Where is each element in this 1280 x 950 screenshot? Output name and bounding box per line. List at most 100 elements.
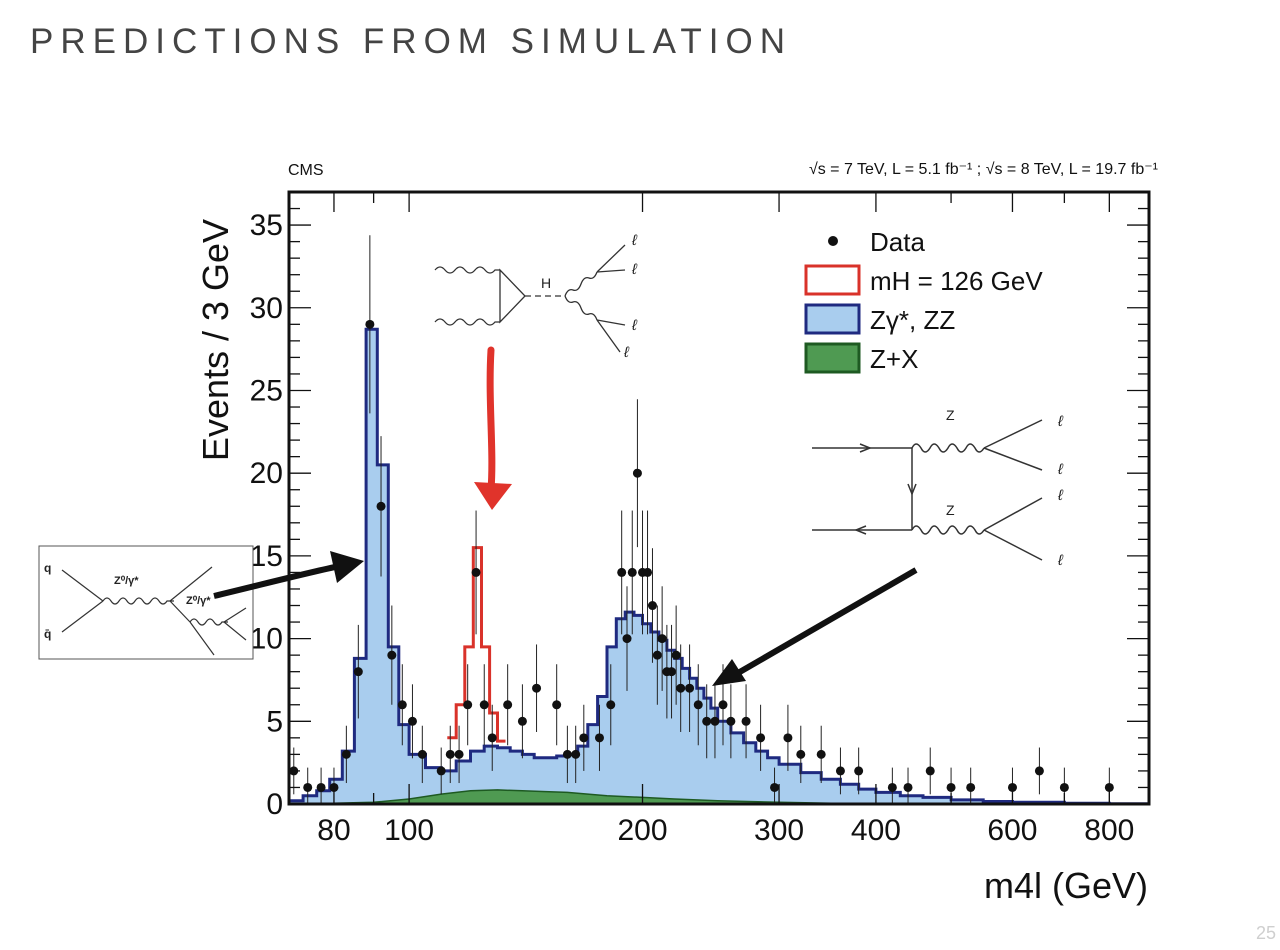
data-point (632, 468, 642, 478)
data-point (1034, 766, 1044, 776)
data-point (353, 667, 363, 677)
zz-boson-label-1: Z (946, 407, 955, 423)
data-point (741, 716, 751, 726)
y-tick-label: 0 (266, 788, 283, 821)
data-point (783, 733, 793, 743)
higgs-lepton-label-1: ℓ (631, 232, 638, 249)
legend-label: Z+X (870, 344, 918, 374)
axes: 0 5 10 15 20 25 30 35 80 100 200 300 400 600 800 (250, 190, 1151, 847)
data-point (387, 650, 397, 660)
data-point (966, 782, 976, 792)
zz-boson-label-2: Z (946, 502, 955, 518)
page-number: 25 (1255, 923, 1276, 943)
legend-marker-data (828, 236, 838, 246)
data-point (835, 766, 845, 776)
drell-yan-antiquark-label: q̄ (44, 627, 51, 641)
x-tick-label: 800 (1084, 814, 1134, 847)
data-point (487, 733, 497, 743)
data-point (316, 782, 326, 792)
data-point (946, 782, 956, 792)
data-point (532, 683, 542, 693)
higgs-lepton-label-3: ℓ (631, 317, 638, 334)
data-point (376, 501, 386, 511)
y-tick-label: 20 (250, 457, 283, 490)
data-point (796, 749, 806, 759)
data-point (471, 567, 481, 577)
data-point (463, 700, 473, 710)
y-tick-label: 25 (250, 374, 283, 407)
x-tick-label: 300 (754, 814, 804, 847)
zz-lepton-label-2: ℓ (1057, 461, 1064, 478)
y-tick-label: 30 (250, 292, 283, 325)
higgs-outline (447, 546, 506, 743)
higgs-lepton-label-2: ℓ (631, 261, 638, 278)
legend-swatch-3 (804, 342, 861, 374)
data-point (407, 716, 417, 726)
data-point (710, 716, 720, 726)
data-point (702, 716, 712, 726)
data-point (854, 766, 864, 776)
higgs-histogram (447, 546, 506, 743)
black-arrows (213, 551, 918, 686)
data-point (671, 650, 681, 660)
y-axis-title: Events / 3 GeV (195, 219, 236, 461)
data-point (887, 782, 897, 792)
data-point (365, 319, 375, 329)
zz-lepton-label-1: ℓ (1057, 413, 1064, 430)
drell-yan-quark-label: q (44, 561, 51, 575)
zz-feynman-diagram (812, 419, 1043, 561)
data-point (617, 567, 627, 577)
data-point (445, 749, 455, 759)
data-point (436, 766, 446, 776)
zz-lepton-label-3: ℓ (1057, 487, 1064, 504)
higgs-mediator-label: H (541, 275, 551, 291)
data-point (647, 601, 657, 611)
data-point (903, 782, 913, 792)
data-point (925, 766, 935, 776)
higgs-lepton-label-4: ℓ (623, 344, 630, 361)
data-point (552, 700, 562, 710)
legend-swatch-2 (804, 303, 861, 335)
data-point (627, 567, 637, 577)
data-point (726, 716, 736, 726)
data-point (341, 749, 351, 759)
higgs-feynman-diagram (434, 244, 626, 353)
data-point (479, 700, 489, 710)
legend-swatch-higgs (804, 264, 861, 296)
data-point (816, 749, 826, 759)
data-point (756, 733, 766, 743)
legend-label: Zγ*, ZZ (870, 305, 955, 335)
drell-yan-boson-label-1: Z⁰/γ* (114, 575, 139, 587)
drell-yan-boson-label-2: Z⁰/γ* (186, 595, 211, 607)
legend-label: Data (870, 227, 925, 257)
data-point (503, 700, 513, 710)
data-point (770, 782, 780, 792)
data-point (517, 716, 527, 726)
y-tick-label: 35 (250, 209, 283, 242)
data-points (289, 235, 1114, 804)
plot-layer: 0 5 10 15 20 25 30 35 80 100 200 300 400 600 800 (250, 190, 1151, 847)
data-point (579, 733, 589, 743)
data-point (397, 700, 407, 710)
zz-lepton-label-4: ℓ (1057, 552, 1064, 569)
slide-title: PREDICTIONS FROM SIMULATION (30, 22, 792, 61)
data-point (676, 683, 686, 693)
data-point (667, 667, 677, 677)
data-point (562, 749, 572, 759)
data-point (685, 683, 695, 693)
red-arrow (474, 346, 512, 510)
data-point (643, 567, 653, 577)
legend: Data mH = 126 GeV Zγ*, ZZ Z+X (804, 227, 1043, 374)
data-point (417, 749, 427, 759)
data-point (622, 634, 632, 644)
y-tick-label: 10 (250, 623, 283, 656)
y-tick-label: 5 (266, 705, 283, 738)
x-tick-label: 100 (384, 814, 434, 847)
data-point (718, 700, 728, 710)
cms-label: CMS (288, 162, 324, 179)
data-point (571, 749, 581, 759)
plot-frame (287, 190, 1151, 806)
data-point (1059, 782, 1069, 792)
x-tick-label: 400 (851, 814, 901, 847)
